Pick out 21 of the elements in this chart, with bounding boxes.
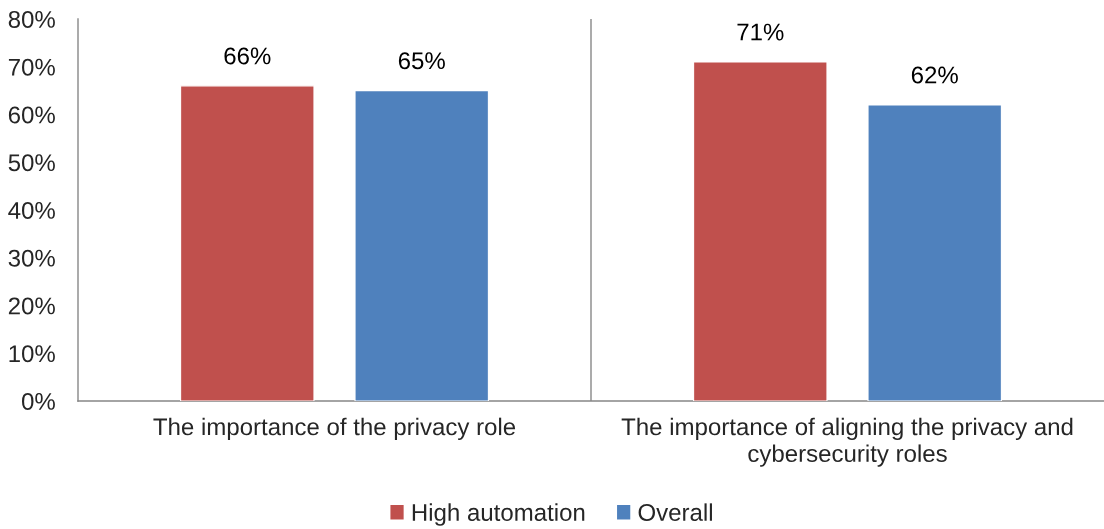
y-tick-label: 20% [8,297,55,315]
bar [867,104,1002,401]
y-tick-label: 30% [8,249,55,267]
y-tick-label: 80% [8,10,55,28]
legend-label: Overall [638,503,712,521]
bar [354,90,489,401]
data-label: 66% [224,47,271,65]
data-label: 71% [737,23,784,41]
x-tick-label: The importance of the privacy role [153,417,516,441]
y-tick-label: 70% [8,58,55,76]
y-tick-label: 50% [8,154,55,172]
x-tick-label: The importance of aligning the privacy and cybersecurity roles [621,417,1073,467]
y-tick-label: 0% [21,392,55,410]
bar [693,61,828,401]
y-tick-label: 60% [8,106,55,124]
y-tick-label: 40% [8,201,55,219]
bar [180,85,315,401]
y-tick-label: 10% [9,345,55,363]
data-label: 62% [911,66,958,84]
data-label: 65% [398,52,445,70]
legend-label: High automation [412,503,585,526]
